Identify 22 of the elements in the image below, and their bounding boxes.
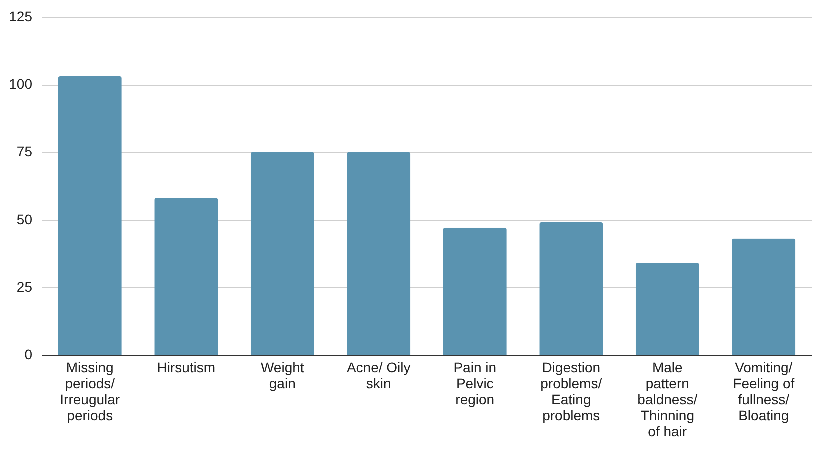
x-tick-label: Hirsutism bbox=[157, 360, 216, 376]
y-tick-label: 75 bbox=[16, 144, 33, 160]
x-tick-label: Missing periods/ Irreugular periods bbox=[60, 360, 120, 424]
bar bbox=[732, 238, 796, 355]
y-tick-label: 125 bbox=[9, 8, 33, 24]
bar bbox=[347, 152, 411, 355]
x-tick-label: Digestion problems/ Eating problems bbox=[540, 360, 602, 424]
x-tick-label: Weight gain bbox=[260, 360, 304, 392]
bar bbox=[250, 152, 314, 355]
bar bbox=[443, 228, 507, 355]
y-tick-label: 100 bbox=[9, 76, 33, 92]
x-tick-label: Male pattern baldness/ Thinning of hair bbox=[638, 360, 698, 440]
x-tick-label: Pain in Pelvic region bbox=[454, 360, 497, 408]
bar bbox=[154, 198, 218, 355]
x-tick-label: Acne/ Oily skin bbox=[346, 360, 411, 392]
y-tick-label: 25 bbox=[16, 278, 33, 295]
bar bbox=[58, 76, 122, 355]
y-tick-label: 0 bbox=[24, 346, 33, 362]
bar bbox=[636, 263, 700, 355]
y-tick-label: 50 bbox=[16, 211, 33, 228]
bar bbox=[540, 222, 604, 355]
x-tick-label: Vomiting/ Feeling of fullness/ Bloating bbox=[733, 360, 795, 424]
